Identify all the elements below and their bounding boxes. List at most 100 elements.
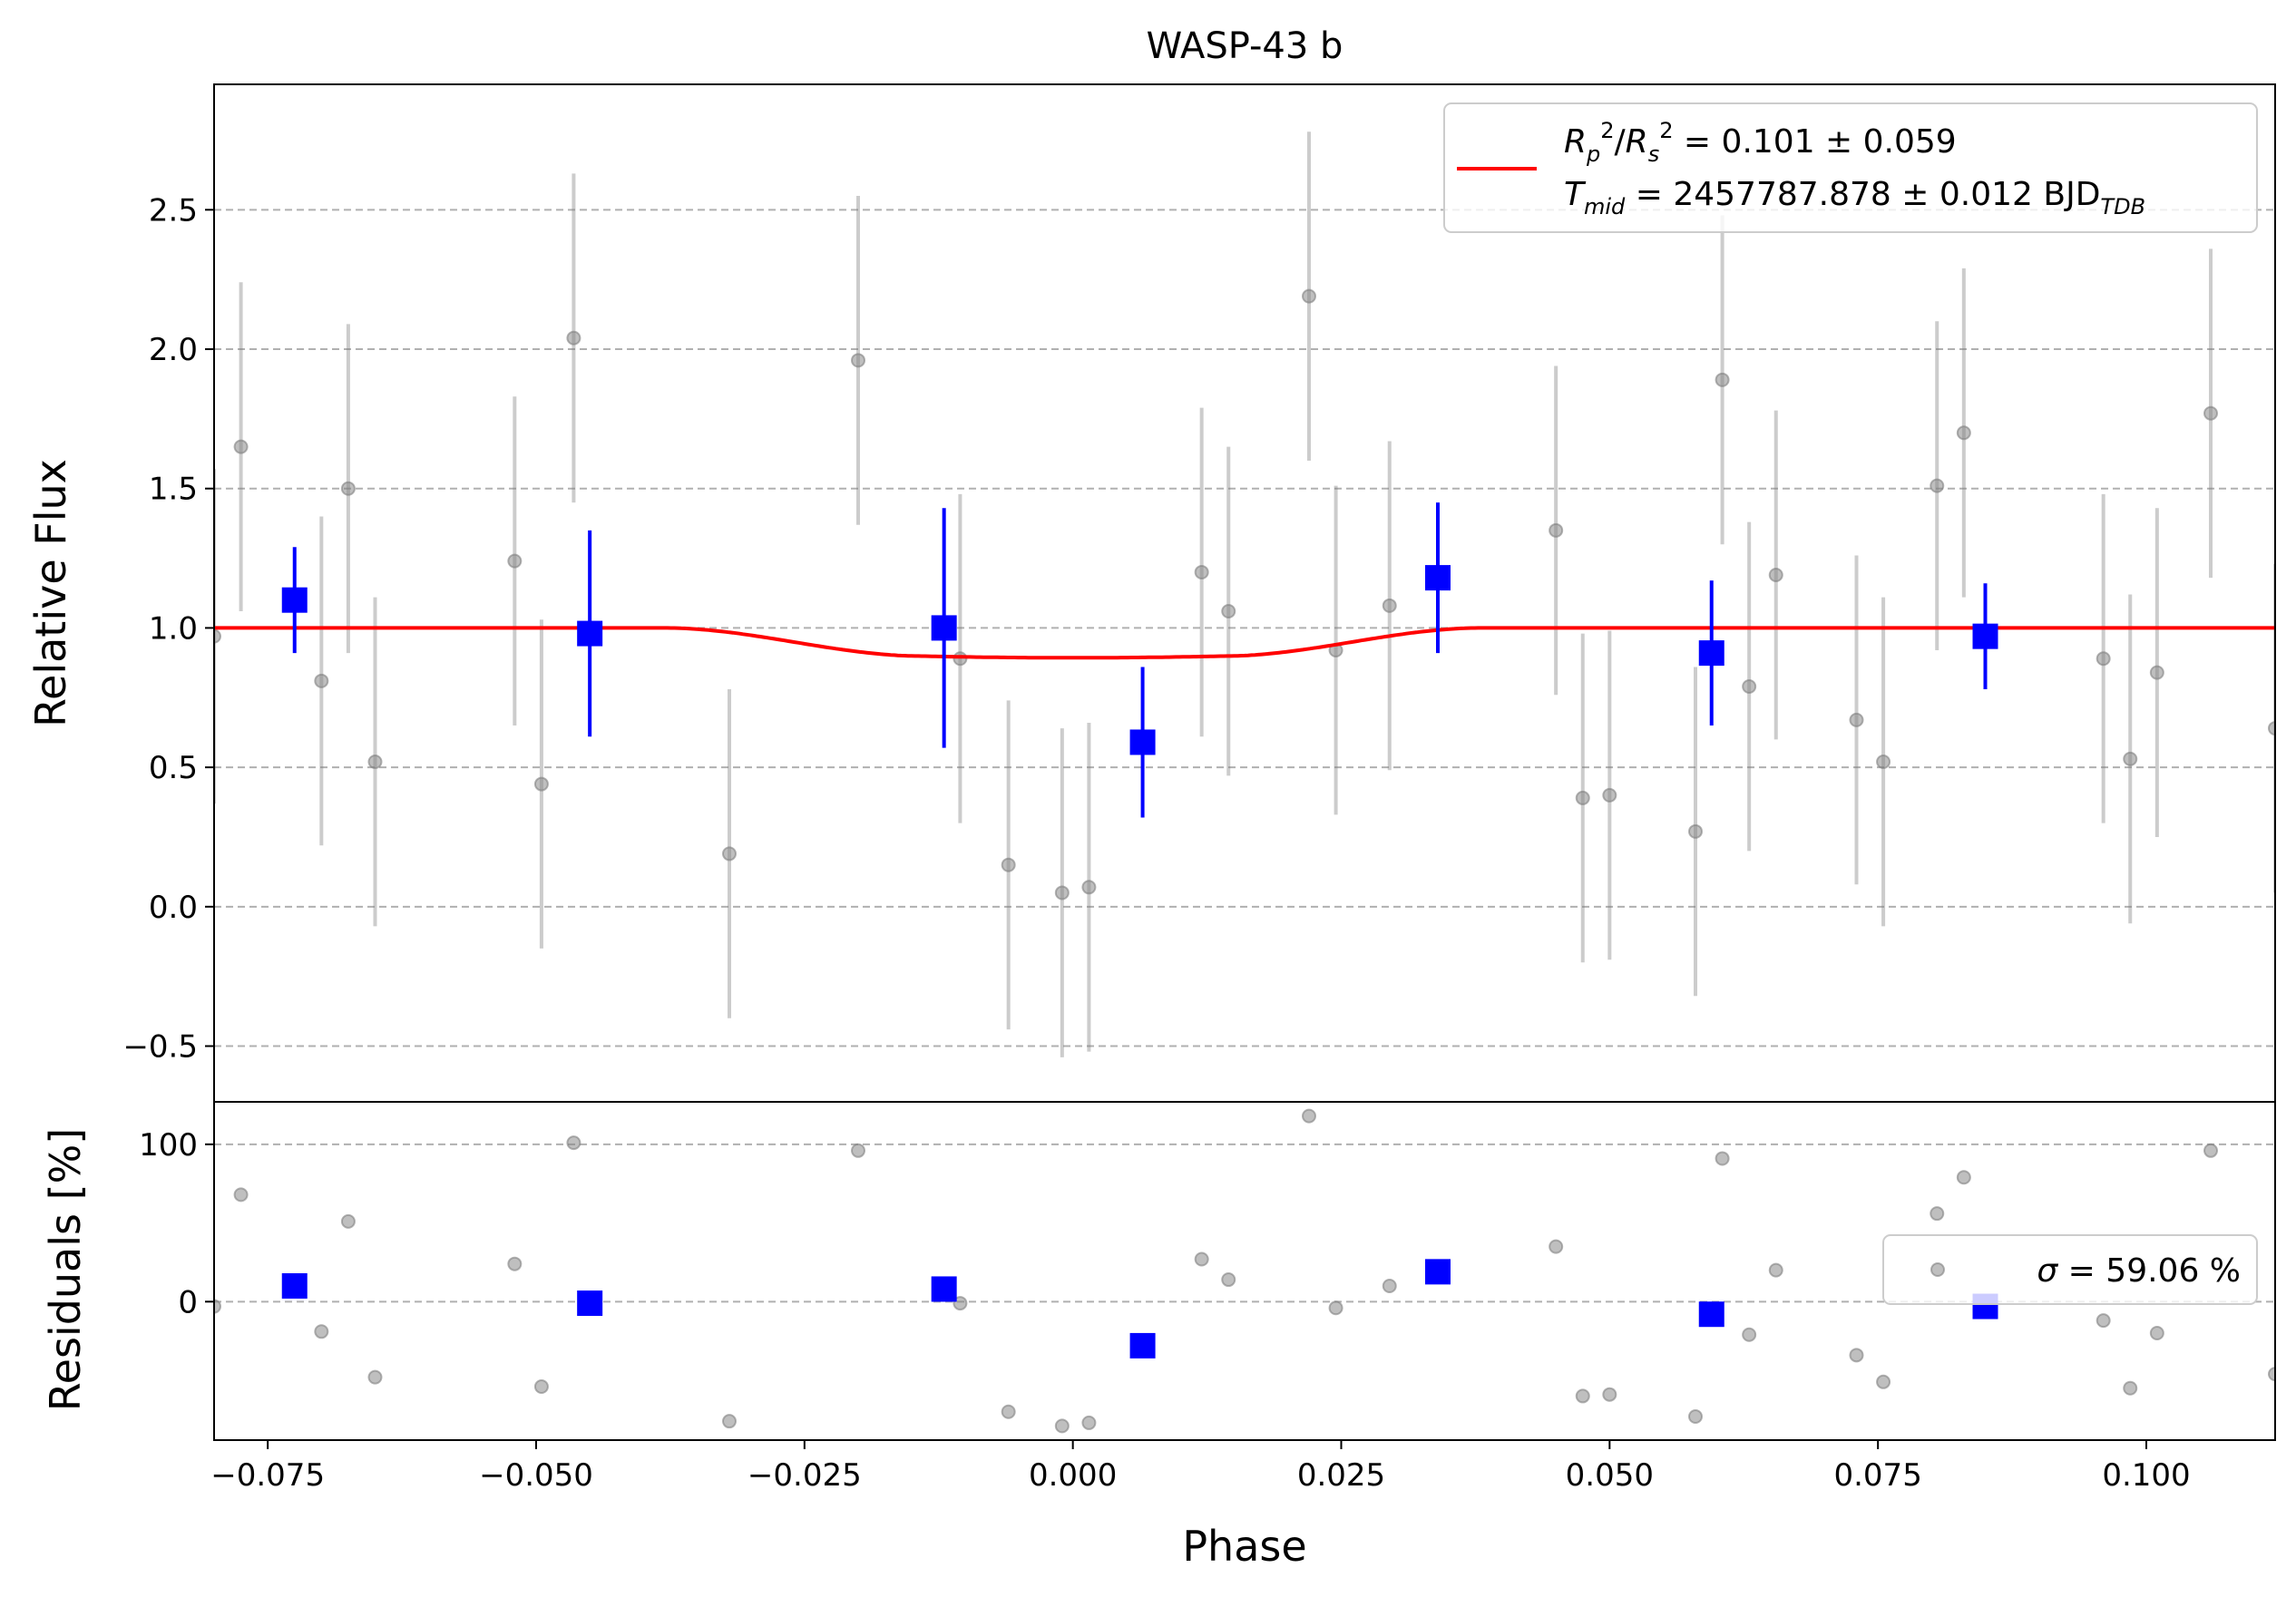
residual-binned-point <box>931 1276 957 1302</box>
y-tick-label: 100 <box>139 1127 198 1164</box>
residual-raw-point <box>1302 1108 1316 1124</box>
x-tick-label: 0.050 <box>1566 1457 1654 1494</box>
x-tick-label: −0.025 <box>747 1457 862 1494</box>
raw-point <box>314 673 329 688</box>
raw-point <box>1956 425 1971 441</box>
residual-raw-point <box>1575 1388 1590 1404</box>
residual-raw-point <box>2268 1367 2275 1382</box>
residual-binned-point <box>577 1290 603 1317</box>
raw-point <box>1715 372 1730 387</box>
raw-point <box>2149 665 2164 680</box>
binned-point <box>1425 565 1451 591</box>
y-tick-label: 1.5 <box>149 472 198 508</box>
raw-point <box>1549 522 1564 538</box>
residuals-x-ticks: −0.075 −0.050 −0.025 0.000 0.025 0.050 0.075 0.… <box>210 1440 2191 1494</box>
residual-raw-point <box>533 1379 549 1395</box>
lightcurve-panel: −0.5 0.0 0.5 1.0 1.5 2.0 2.5 Relative Flux Rp2… <box>26 83 2276 1103</box>
residual-raw-point <box>1001 1404 1016 1419</box>
binned-point <box>1129 729 1156 755</box>
raw-point <box>1742 678 1757 694</box>
raw-point <box>2096 651 2111 667</box>
transit-model-line <box>214 626 2275 660</box>
lightcurve-binned-points <box>281 502 1998 818</box>
raw-point <box>722 846 737 862</box>
residual-raw-point <box>1742 1327 1757 1342</box>
residual-raw-point <box>1876 1374 1891 1389</box>
lightcurve-y-ticks: −0.5 0.0 0.5 1.0 1.5 2.0 2.5 <box>122 192 214 1066</box>
y-tick-label: 2.5 <box>149 192 198 229</box>
binned-point <box>1698 640 1724 667</box>
residual-raw-point <box>2123 1380 2138 1396</box>
raw-point <box>1575 790 1590 805</box>
residual-raw-point <box>566 1135 581 1151</box>
residual-raw-point <box>314 1324 329 1339</box>
binned-point <box>931 615 957 641</box>
residuals-y-axis-label: Residuals [%] <box>41 1128 90 1411</box>
residual-raw-point <box>1930 1206 1945 1222</box>
residual-raw-point <box>953 1296 968 1311</box>
raw-point <box>1382 598 1397 613</box>
legend-depth-entry: Rp2/Rs2 = 0.101 ± 0.059 <box>1564 118 1957 167</box>
raw-point <box>1302 288 1316 304</box>
residual-raw-point <box>1194 1251 1209 1267</box>
raw-point <box>533 776 549 792</box>
raw-point <box>233 439 249 454</box>
binned-point <box>1972 623 1998 649</box>
residual-raw-point <box>1328 1300 1343 1316</box>
raw-point <box>507 553 523 569</box>
binned-point <box>577 620 603 647</box>
residual-raw-point <box>233 1187 249 1203</box>
x-tick-label: −0.075 <box>210 1457 325 1494</box>
residual-raw-point <box>1602 1387 1617 1402</box>
residual-binned-point <box>281 1272 308 1299</box>
y-tick-label: 0.0 <box>149 890 198 926</box>
y-tick-label: 0 <box>178 1284 198 1320</box>
residual-binned-point <box>1425 1259 1451 1285</box>
raw-point <box>1221 603 1236 618</box>
residual-raw-point <box>722 1414 737 1429</box>
lightcurve-legend: Rp2/Rs2 = 0.101 ± 0.059 Tmid = 2457787.8… <box>1443 102 2258 233</box>
legend-box <box>1443 102 2258 233</box>
raw-point <box>566 330 581 346</box>
residual-raw-point <box>1382 1278 1397 1293</box>
raw-point <box>1849 712 1864 727</box>
lightcurve-raw-points <box>214 131 2275 1057</box>
residuals-frame <box>213 1101 2276 1441</box>
raw-point <box>1081 880 1097 895</box>
x-tick-label: 0.075 <box>1833 1457 1921 1494</box>
residual-raw-point <box>1956 1170 1971 1185</box>
residual-raw-point <box>1688 1408 1703 1424</box>
lightcurve-y-axis-label: Relative Flux <box>26 459 75 727</box>
y-tick-label: 2.0 <box>149 332 198 368</box>
residual-raw-point <box>1549 1239 1564 1254</box>
residual-binned-point <box>1129 1332 1156 1358</box>
residuals-panel: 0 100 −0.075 −0.050 −0.025 0.000 0.025 0.050 0.… <box>41 1101 2276 1571</box>
residual-binned-point <box>1698 1301 1724 1328</box>
residual-raw-point <box>1081 1415 1097 1430</box>
residuals-legend-marker <box>1930 1262 1945 1277</box>
chart-title: WASP-43 b <box>1147 25 1343 67</box>
residuals-grid <box>214 1143 2275 1303</box>
x-axis-label: Phase <box>1182 1522 1306 1571</box>
residuals-raw-points <box>214 1108 2275 1434</box>
raw-point <box>2268 721 2275 736</box>
raw-point <box>340 481 356 496</box>
binned-point <box>281 587 308 613</box>
residual-raw-point <box>367 1369 383 1385</box>
lightcurve-frame <box>213 83 2276 1103</box>
residual-raw-point <box>2149 1326 2164 1341</box>
raw-point <box>214 628 221 644</box>
x-tick-label: 0.025 <box>1297 1457 1385 1494</box>
residuals-legend-box <box>1882 1234 2258 1305</box>
residual-raw-point <box>1715 1151 1730 1166</box>
residual-raw-point <box>1054 1418 1070 1434</box>
raw-point <box>2123 751 2138 766</box>
raw-point <box>1876 754 1891 769</box>
x-tick-label: 0.000 <box>1029 1457 1117 1494</box>
raw-point <box>1688 823 1703 839</box>
residual-raw-point <box>2203 1143 2218 1158</box>
residual-raw-point <box>1221 1272 1236 1288</box>
raw-point <box>1001 857 1016 872</box>
residual-raw-point <box>1768 1262 1783 1278</box>
